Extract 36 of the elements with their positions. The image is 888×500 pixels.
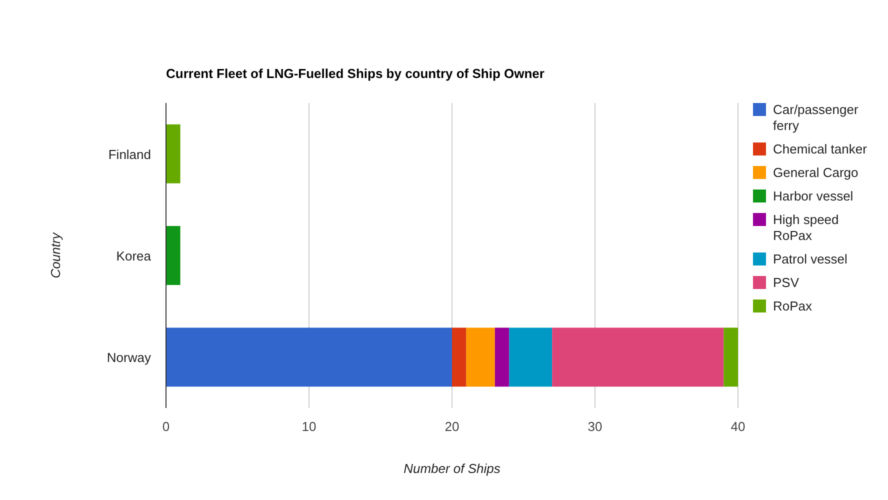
legend-entry: Patrol vessel <box>753 252 848 266</box>
bar <box>166 226 180 285</box>
legend-label: RoPax <box>773 298 813 314</box>
bar <box>166 328 452 387</box>
x-tick-label: 10 <box>302 419 316 434</box>
x-tick-label: 40 <box>730 419 746 434</box>
legend-entry: Chemical tanker <box>753 142 867 156</box>
bar <box>452 328 466 387</box>
bar <box>724 328 738 387</box>
legend-label: Chemical tanker <box>773 142 868 156</box>
x-tick-label: 20 <box>444 419 460 434</box>
bar <box>509 328 552 387</box>
bar <box>494 328 510 387</box>
chart-title: Current Fleet of LNG-Fuelled Ships by country of Ship Owner <box>166 66 544 81</box>
legend-label: PSV <box>773 275 800 290</box>
legend-entry: PSV <box>753 275 800 290</box>
x-tick-label: 30 <box>588 419 602 434</box>
legend-entry: Car/passenger ferry <box>753 102 858 133</box>
legend-label: General Cargo <box>773 165 858 180</box>
y-tick-label: Korea <box>116 248 152 264</box>
legend-entry: Harbor vessel <box>753 188 854 204</box>
legend-entry: High speed RoPax <box>753 212 839 243</box>
y-axis-title: Country <box>48 231 63 278</box>
legend-entry: General Cargo <box>753 165 858 180</box>
legend-label: High speed RoPax <box>773 212 839 243</box>
x-axis-title: Number of Ships <box>404 461 501 476</box>
bar <box>466 328 495 387</box>
y-tick-label: Norway <box>106 350 152 366</box>
x-tick-label: 0 <box>162 419 170 434</box>
bar <box>552 328 724 387</box>
legend-label: Harbor vessel <box>773 188 854 204</box>
legend-label: Patrol vessel <box>773 252 848 266</box>
legend-label: Car/passenger ferry <box>773 102 859 133</box>
bar <box>166 124 180 184</box>
legend-entry: RoPax <box>753 298 812 314</box>
y-tick-label: Finland <box>108 146 151 162</box>
